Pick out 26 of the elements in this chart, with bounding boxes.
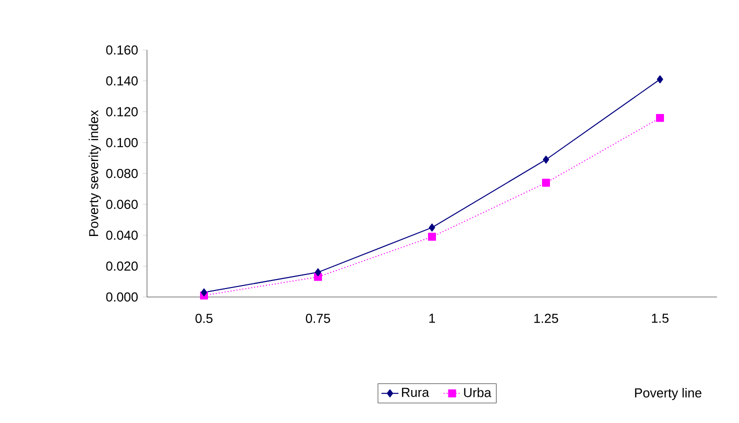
x-tick-label: 0.75 (306, 314, 330, 323)
y-tick-label: 0.100 (106, 138, 138, 148)
y-axis-title: Poverty severity index (88, 110, 101, 236)
point (428, 232, 436, 241)
point (542, 178, 550, 187)
point (542, 156, 550, 164)
x-tick-label: 1.25 (534, 314, 558, 323)
point (656, 114, 664, 122)
x-tick-label: 1.5 (652, 314, 668, 323)
point (200, 288, 208, 296)
x-axis-title: Poverty line (635, 388, 702, 400)
y-tick-label: 0.160 (106, 45, 138, 55)
x-tick-label: 0.5 (195, 314, 212, 323)
y-tick-label: 0.060 (106, 200, 138, 209)
y-tick-label: 0.040 (106, 230, 138, 240)
legend-label: Rura (402, 388, 430, 397)
y-tick-label: 0.080 (106, 168, 138, 178)
point (314, 268, 322, 276)
point (428, 224, 436, 232)
y-tick-label: 0.140 (106, 76, 138, 86)
legend-label: Urba (464, 388, 492, 398)
y-tick-label: 0.020 (106, 262, 138, 271)
y-tick-label: 0.120 (106, 107, 138, 116)
x-tick-label: 1 (429, 314, 435, 323)
point (656, 75, 664, 84)
y-tick-label: 0.000 (106, 292, 138, 302)
